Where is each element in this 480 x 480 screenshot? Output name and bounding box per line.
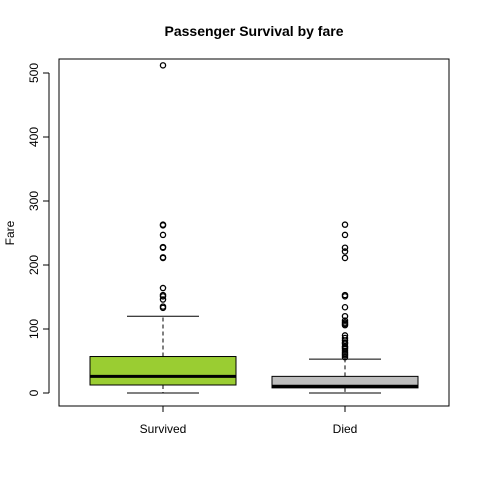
plot-frame xyxy=(58,58,450,407)
outlier-point xyxy=(341,334,349,342)
outlier-point xyxy=(341,291,349,299)
outlier-point xyxy=(159,254,167,261)
box-body xyxy=(89,356,237,386)
outlier-point xyxy=(341,317,349,324)
x-axis: Survived Died xyxy=(140,405,358,436)
outlier-point xyxy=(159,243,167,251)
outlier-point xyxy=(159,62,167,69)
outlier-point xyxy=(341,332,349,339)
y-tick-label: 500 xyxy=(27,63,41,83)
outlier-point xyxy=(159,231,167,239)
outlier-point xyxy=(159,296,167,303)
y-tick-label: 100 xyxy=(27,319,41,339)
outlier-point xyxy=(341,254,349,262)
x-tick-label: Survived xyxy=(140,422,187,436)
y-tick-label: 400 xyxy=(27,127,41,147)
box-died xyxy=(271,221,419,394)
boxes-group xyxy=(89,62,419,394)
outlier-point xyxy=(159,291,167,299)
outlier-point xyxy=(341,231,349,239)
x-tick-label: Died xyxy=(333,422,358,436)
outlier-point xyxy=(341,312,349,320)
chart-title: Passenger Survival by fare xyxy=(165,23,344,39)
y-tick-label: 0 xyxy=(27,389,41,396)
outlier-point xyxy=(341,303,349,311)
outlier-point xyxy=(341,248,349,255)
outlier-point xyxy=(159,221,167,228)
outlier-point xyxy=(159,284,167,292)
y-axis-label: Fare xyxy=(3,220,17,245)
box-body xyxy=(271,375,419,389)
y-tick-label: 200 xyxy=(27,255,41,275)
outlier-point xyxy=(341,221,349,228)
outlier-point xyxy=(341,244,349,251)
y-tick-label: 300 xyxy=(27,191,41,211)
box-survived xyxy=(89,62,237,394)
outlier-point xyxy=(159,303,167,310)
y-axis: 0 100 200 300 400 500 xyxy=(27,63,50,396)
